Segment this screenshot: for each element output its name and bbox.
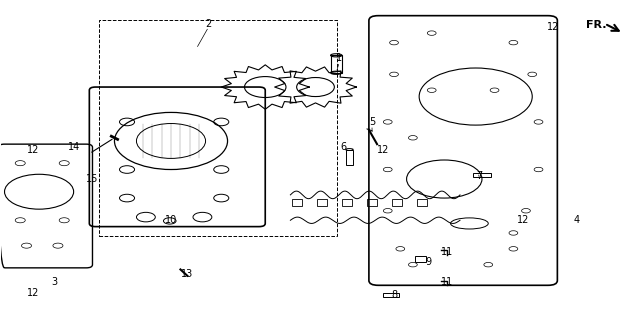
Bar xyxy=(384,293,399,297)
Text: 12: 12 xyxy=(27,288,39,298)
Text: 8: 8 xyxy=(391,290,397,300)
Text: 2: 2 xyxy=(206,19,212,28)
Text: 15: 15 xyxy=(86,174,98,184)
Text: 11: 11 xyxy=(441,247,454,257)
Text: 1: 1 xyxy=(336,53,343,63)
Bar xyxy=(292,199,302,206)
Text: FR.: FR. xyxy=(586,20,606,30)
Bar xyxy=(331,55,342,73)
Bar xyxy=(99,20,338,236)
Bar xyxy=(342,199,352,206)
Bar xyxy=(317,199,327,206)
Text: 13: 13 xyxy=(180,269,193,279)
Bar xyxy=(367,199,377,206)
Text: 12: 12 xyxy=(547,22,559,32)
Text: 5: 5 xyxy=(369,117,375,127)
Text: 12: 12 xyxy=(27,146,39,156)
Bar xyxy=(392,199,402,206)
Bar xyxy=(473,173,492,178)
Bar xyxy=(417,199,427,206)
Text: 12: 12 xyxy=(377,146,389,156)
Text: 9: 9 xyxy=(425,257,432,267)
Text: 12: 12 xyxy=(517,215,529,225)
Text: 14: 14 xyxy=(68,142,80,152)
Text: 4: 4 xyxy=(573,215,579,225)
Bar xyxy=(415,256,426,261)
Bar xyxy=(346,149,353,165)
Text: 10: 10 xyxy=(165,215,177,225)
Text: 7: 7 xyxy=(476,171,482,181)
Text: 6: 6 xyxy=(341,142,347,152)
Text: 3: 3 xyxy=(52,277,58,287)
Text: 11: 11 xyxy=(441,277,454,287)
